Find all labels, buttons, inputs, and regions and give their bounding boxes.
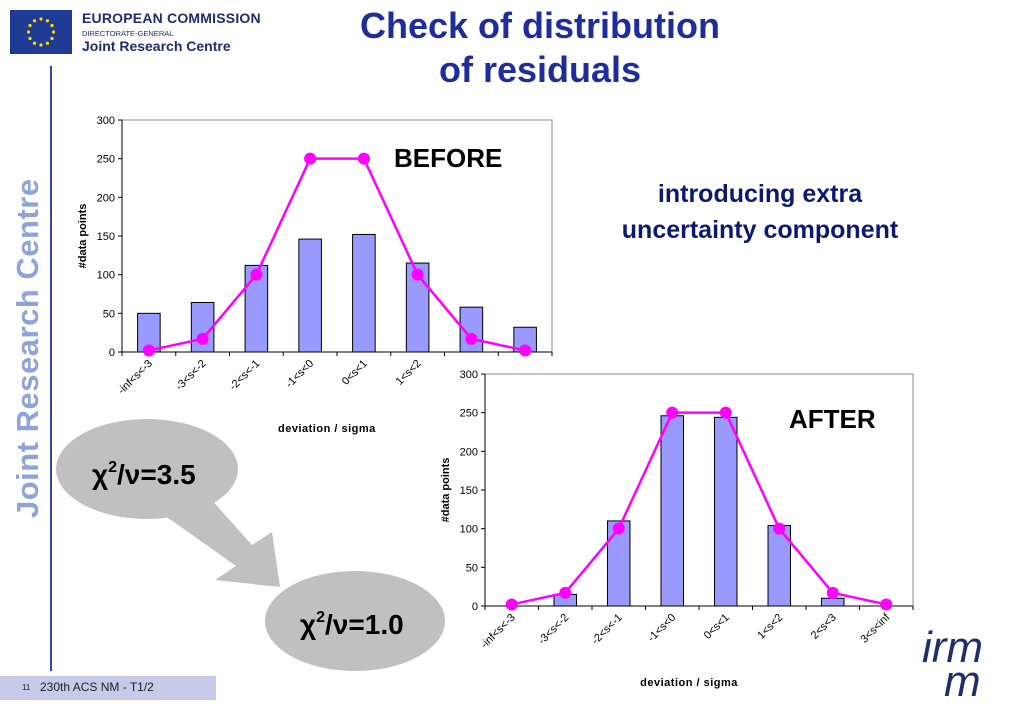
before-series-point <box>465 332 478 345</box>
after-y-tick-label: 300 <box>460 369 478 381</box>
after-series-point <box>773 522 786 535</box>
after-y-tick-label: 150 <box>460 485 478 497</box>
footer-text: 230th ACS NM - T1/2 <box>40 680 154 694</box>
after-y-tick-label: 0 <box>472 601 478 613</box>
after-x-axis-label: deviation / sigma <box>640 677 738 689</box>
after-series-point <box>505 598 518 611</box>
eu-flag-icon <box>10 10 72 54</box>
title-line-2: of residuals <box>438 49 642 90</box>
sidebar-divider <box>50 66 52 671</box>
before-series-line <box>148 157 526 352</box>
before-y-tick-label: 300 <box>97 115 115 127</box>
before-y-tick-label: 150 <box>97 231 115 243</box>
before-bar <box>352 233 376 353</box>
before-series-point <box>196 332 209 345</box>
after-label: AFTER <box>789 404 876 434</box>
before-y-tick-label: 0 <box>109 347 115 359</box>
page-number: 11 <box>22 683 31 692</box>
after-series-point <box>559 586 572 599</box>
after-y-tick-label: 250 <box>460 408 478 420</box>
org-unit: Joint Research Centre <box>82 38 231 54</box>
chi-text-after: χ2/ν=1.0 <box>300 609 404 640</box>
after-series-point <box>826 586 839 599</box>
after-y-tick-label: 100 <box>460 524 478 536</box>
before-label: BEFORE <box>394 143 503 173</box>
intro-text: introducing extra uncertainty component <box>590 176 930 248</box>
after-y-tick-label: 50 <box>466 562 478 574</box>
before-series-point <box>357 152 370 165</box>
before-y-tick-label: 250 <box>97 154 115 166</box>
footer-bar <box>0 676 216 700</box>
before-x-axis-label: deviation / sigma <box>278 423 376 435</box>
before-series-point <box>304 152 317 165</box>
before-y-axis-label: #data points <box>77 204 89 269</box>
org-name: EUROPEAN COMMISSION <box>82 10 261 26</box>
slide-title: Check of distribution of residuals <box>330 4 750 92</box>
after-series-point <box>612 522 625 535</box>
intro-line-2: uncertainty component <box>621 216 899 244</box>
after-bar <box>607 520 631 607</box>
irmm-logo-top: irm <box>922 623 983 672</box>
after-series-point <box>880 598 893 611</box>
chi-bubble-before <box>56 419 238 519</box>
before-y-tick-label: 200 <box>97 192 115 204</box>
after-series-point <box>719 406 732 419</box>
before-series-point <box>411 268 424 281</box>
after-y-tick-label: 200 <box>460 446 478 458</box>
before-y-tick-label: 50 <box>103 308 115 320</box>
european-commission-logo: EUROPEAN COMMISSION DIRECTORATE-GENERAL … <box>8 8 261 58</box>
title-line-1: Check of distribution <box>360 5 720 46</box>
irmm-logo-bottom: m <box>944 657 981 700</box>
chi-bubble-after <box>265 571 445 671</box>
before-series-point <box>250 268 263 281</box>
intro-line-1: introducing extra <box>657 180 863 208</box>
chi-text-before: χ2/ν=3.5 <box>92 459 196 490</box>
org-directorate: DIRECTORATE-GENERAL <box>82 29 174 38</box>
after-series-point <box>666 406 679 419</box>
before-series-point <box>519 344 532 357</box>
before-bar <box>298 238 322 353</box>
after-y-axis-label: #data points <box>440 458 452 523</box>
after-series-line <box>511 411 887 606</box>
irmm-logo: irm m <box>922 623 983 700</box>
before-bar <box>244 264 269 353</box>
before-series-point <box>142 344 155 357</box>
before-bar <box>405 262 430 353</box>
before-y-tick-label: 100 <box>97 270 115 282</box>
